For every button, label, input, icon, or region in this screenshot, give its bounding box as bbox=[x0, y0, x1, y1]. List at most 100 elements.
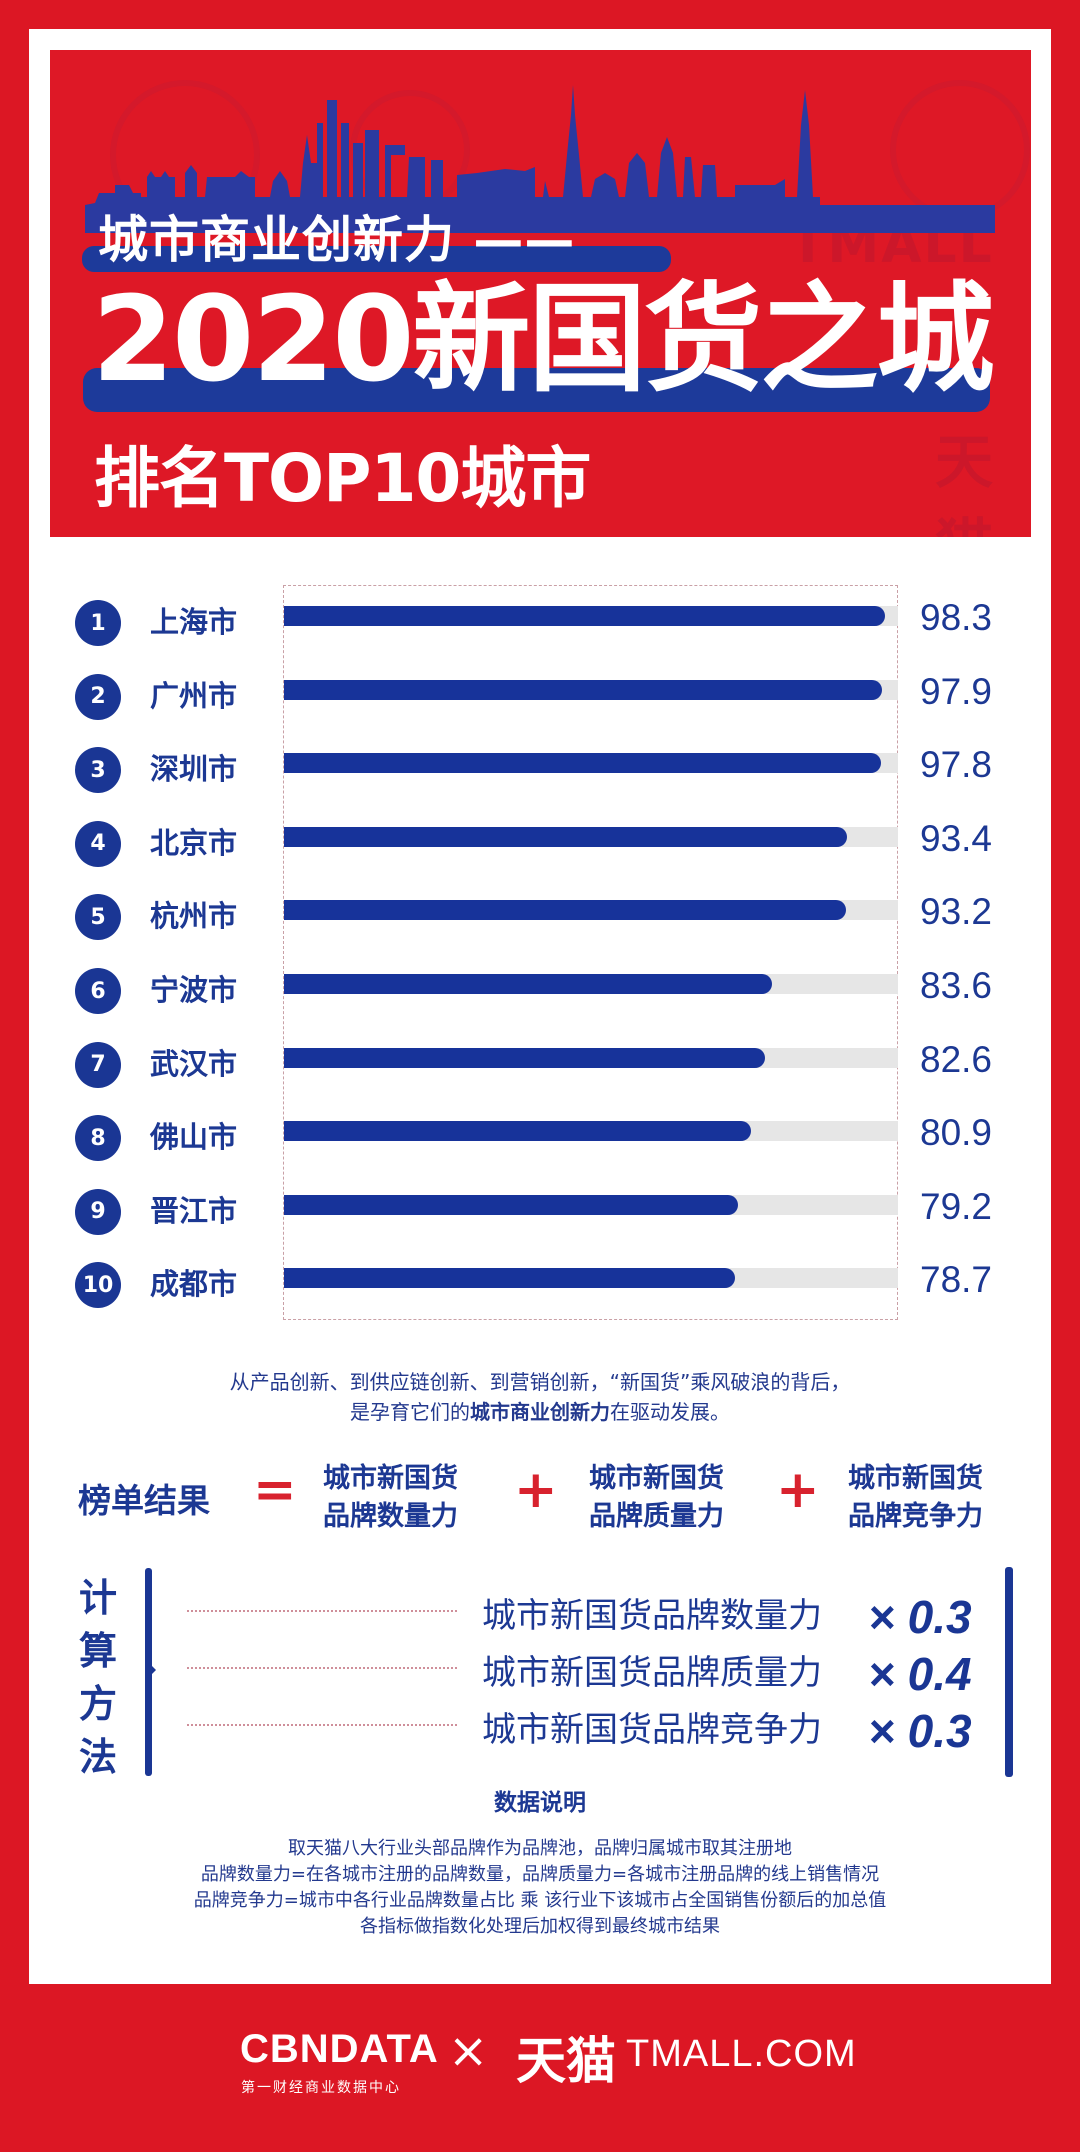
calc-item-name: 城市新国货品牌竞争力 bbox=[482, 1710, 822, 1750]
chart-frame bbox=[283, 585, 898, 1320]
bar-track bbox=[284, 974, 898, 994]
right-bracket bbox=[1005, 1567, 1013, 1777]
score-value: 97.9 bbox=[920, 670, 993, 712]
rank-badge: 2 bbox=[75, 673, 121, 720]
score-value: 97.8 bbox=[920, 744, 993, 786]
bar bbox=[284, 606, 885, 626]
plus-sign-icon: + bbox=[776, 1460, 820, 1520]
calc-label-char: 法 bbox=[78, 1735, 117, 1779]
bracket-notch-icon bbox=[150, 1664, 156, 1676]
data-note-line: 品牌数量力=在各城市注册的品牌数量，品牌质量力=各城市注册品牌的线上销售情况 bbox=[200, 1864, 880, 1885]
left-bracket bbox=[145, 1568, 152, 1776]
bar-track bbox=[284, 1121, 898, 1142]
city-name: 佛山市 bbox=[150, 1120, 238, 1155]
city-name: 武汉市 bbox=[150, 1046, 238, 1081]
score-value: 79.2 bbox=[920, 1185, 993, 1227]
formula-result: 榜单结果 bbox=[78, 1481, 210, 1520]
chart-row: 7 武汉市 82.6 bbox=[0, 1039, 1080, 1088]
bar bbox=[284, 900, 846, 921]
chart-row: 4 北京市 93.4 bbox=[0, 818, 1080, 867]
description-line-1: 从产品创新、到供应链创新、到营销创新，“新国货”乘风破浪的背后， bbox=[229, 1370, 851, 1394]
chart-row: 1 上海市 98.3 bbox=[0, 597, 1080, 646]
data-note-line: 各指标做指数化处理后加权得到最终城市结果 bbox=[360, 1916, 720, 1937]
equals-sign-icon: = bbox=[253, 1460, 297, 1520]
score-value: 93.2 bbox=[920, 891, 993, 933]
bar-track bbox=[284, 1194, 898, 1215]
bar bbox=[284, 974, 773, 994]
calc-item-competitiveness: 城市新国货品牌竞争力 × 0.3 bbox=[0, 1698, 1080, 1758]
calc-item-name: 城市新国货品牌数量力 bbox=[482, 1596, 822, 1636]
bar-track bbox=[284, 826, 898, 847]
data-note: 取天猫八大行业头部品牌作为品牌池，品牌归属城市取其注册地 品牌数量力=在各城市注… bbox=[0, 1836, 1080, 1940]
city-name: 晋江市 bbox=[150, 1193, 238, 1228]
title-band bbox=[83, 368, 990, 412]
bar-track bbox=[284, 679, 898, 700]
bar-track bbox=[284, 606, 898, 626]
bar-track bbox=[284, 1268, 898, 1289]
dotted-leader bbox=[187, 1610, 457, 1612]
description-text: 是孕育它们的 bbox=[350, 1400, 470, 1424]
chart-row: 8 佛山市 80.9 bbox=[0, 1112, 1080, 1162]
score-value: 98.3 bbox=[920, 597, 993, 638]
city-name: 广州市 bbox=[150, 678, 238, 713]
rank-badge: 3 bbox=[75, 747, 121, 794]
description-text: 在驱动发展。 bbox=[610, 1400, 730, 1424]
rank-title: 排名TOP10城市 bbox=[94, 440, 591, 517]
bar bbox=[284, 753, 882, 774]
bar-track bbox=[284, 1047, 898, 1068]
term-line: 城市新国货 bbox=[323, 1463, 458, 1494]
description: 从产品创新、到供应链创新、到营销创新，“新国货”乘风破浪的背后， 是孕育它们的城… bbox=[0, 1367, 1080, 1427]
data-note-line: 取天猫八大行业头部品牌作为品牌池，品牌归属城市取其注册地 bbox=[288, 1838, 792, 1859]
city-name: 上海市 bbox=[150, 605, 238, 639]
bar-track bbox=[284, 753, 898, 774]
calc-label-char: 方 bbox=[78, 1682, 117, 1726]
score-value: 93.4 bbox=[920, 817, 993, 859]
rank-badge: 5 bbox=[75, 894, 121, 941]
bar-track bbox=[284, 900, 898, 921]
cbndata-tagline: 第一财经商业数据中心 bbox=[241, 2080, 401, 2096]
tmall-logo-en: TMALL.COM bbox=[626, 2033, 857, 2075]
chart-row: 6 宁波市 83.6 bbox=[0, 965, 1080, 1014]
calc-item-weight: × 0.3 bbox=[868, 1705, 972, 1757]
data-note-title: 数据说明 bbox=[494, 1790, 586, 1816]
chart-row: 3 深圳市 97.8 bbox=[0, 744, 1080, 794]
chart-row: 2 广州市 97.9 bbox=[0, 671, 1080, 720]
header-banner: TMALL 天猫 城市商业创新力 —— 2020新国货之城 排名TOP10城市 bbox=[50, 50, 1031, 537]
formula-term-competitiveness: 城市新国货 品牌竞争力 bbox=[848, 1460, 983, 1536]
bar bbox=[284, 679, 882, 700]
calc-item-quantity: 城市新国货品牌数量力 × 0.3 bbox=[0, 1584, 1080, 1644]
plus-sign-icon: + bbox=[514, 1460, 558, 1520]
calc-label-char: 算 bbox=[78, 1629, 117, 1673]
header-subtitle: 城市商业创新力 —— bbox=[98, 211, 576, 269]
score-value: 83.6 bbox=[920, 965, 993, 1006]
bar bbox=[284, 1268, 735, 1289]
ranking-formula: 榜单结果 = 城市新国货 品牌数量力 + 城市新国货 品牌质量力 + 城市新国货… bbox=[0, 1460, 1080, 1540]
rank-badge: 1 bbox=[75, 600, 121, 646]
dotted-leader bbox=[187, 1667, 457, 1669]
term-line: 品牌数量力 bbox=[323, 1501, 458, 1532]
bar bbox=[284, 1047, 765, 1068]
rank-badge: 9 bbox=[75, 1188, 121, 1235]
score-value: 82.6 bbox=[920, 1038, 993, 1080]
rank-badge: 10 bbox=[75, 1262, 121, 1309]
score-value: 78.7 bbox=[920, 1259, 993, 1301]
subtitle-band bbox=[82, 246, 671, 272]
data-note-line: 品牌竞争力=城市中各行业品牌数量占比 乘 该行业下该城市占全国销售份额后的加总值 bbox=[193, 1890, 887, 1911]
rank-badge: 6 bbox=[75, 968, 121, 1014]
description-highlight: 城市商业创新力 bbox=[470, 1400, 610, 1424]
bar bbox=[284, 826, 848, 847]
bar bbox=[284, 1121, 752, 1142]
city-name: 深圳市 bbox=[150, 752, 238, 787]
city-name: 宁波市 bbox=[150, 973, 238, 1007]
calc-item-weight: × 0.3 bbox=[868, 1591, 972, 1643]
term-line: 城市新国货 bbox=[848, 1463, 983, 1494]
term-line: 品牌竞争力 bbox=[848, 1501, 983, 1532]
chart-row: 9 晋江市 79.2 bbox=[0, 1186, 1080, 1235]
calc-item-weight: × 0.4 bbox=[868, 1648, 972, 1700]
city-name: 成都市 bbox=[150, 1267, 238, 1302]
formula-term-quantity: 城市新国货 品牌数量力 bbox=[323, 1460, 458, 1536]
term-line: 城市新国货 bbox=[589, 1463, 724, 1494]
calc-item-name: 城市新国货品牌质量力 bbox=[482, 1653, 822, 1693]
watermark-tianmao: 天猫 bbox=[935, 428, 994, 537]
calc-label-char: 计 bbox=[78, 1576, 117, 1620]
